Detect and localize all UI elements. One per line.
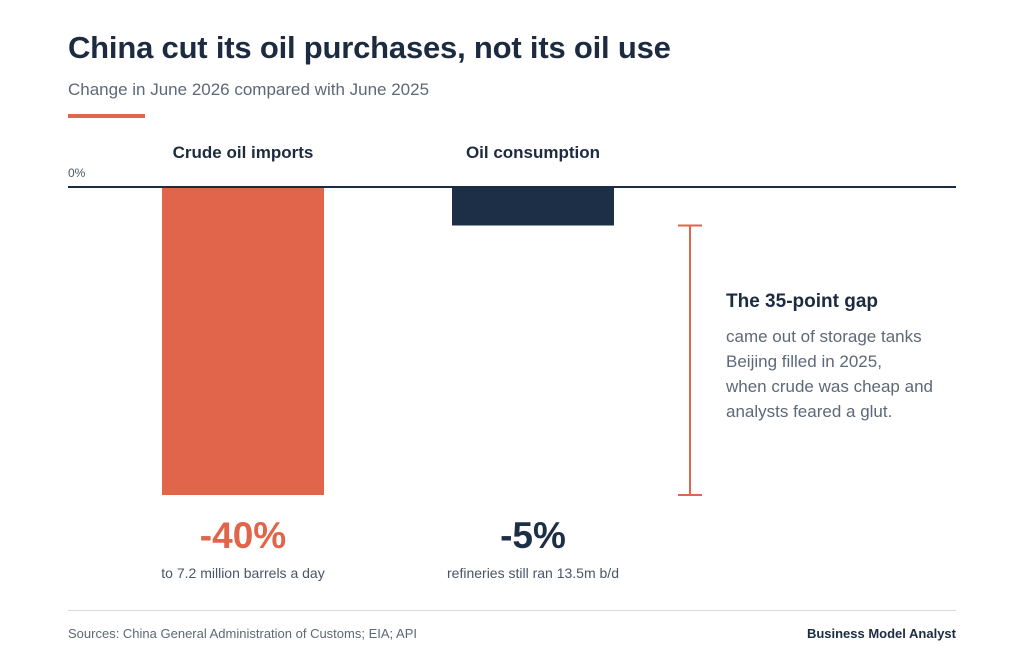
bar-1 [452, 187, 614, 226]
value-label-1: -5% [500, 515, 566, 556]
category-label-1: Oil consumption [466, 143, 600, 162]
source-note: Sources: China General Administration of… [68, 626, 417, 641]
chart-title: China cut its oil purchases, not its oil… [68, 30, 671, 65]
chart-subtitle: Change in June 2026 compared with June 2… [68, 80, 430, 99]
accent-rule [68, 114, 145, 118]
bar-chart: Crude oil imports Oil consumption 0% -40% to… [68, 143, 956, 581]
bar-0 [162, 187, 324, 495]
zero-axis-label: 0% [68, 166, 86, 180]
value-label-0: -40% [200, 515, 286, 556]
gap-annotation-line-0: came out of storage tanks [726, 327, 922, 346]
category-label-0: Crude oil imports [173, 143, 314, 162]
footer-divider [68, 610, 956, 611]
value-note-0: to 7.2 million barrels a day [161, 565, 324, 581]
gap-annotation-line-3: analysts feared a glut. [726, 402, 892, 421]
gap-annotation-line-2: when crude was cheap and [725, 377, 933, 396]
value-note-1: refineries still ran 13.5m b/d [447, 565, 619, 581]
gap-annotation-title: The 35-point gap [726, 291, 878, 312]
gap-annotation-line-1: Beijing filled in 2025, [726, 352, 882, 371]
brand-name: Business Model Analyst [806, 626, 956, 641]
